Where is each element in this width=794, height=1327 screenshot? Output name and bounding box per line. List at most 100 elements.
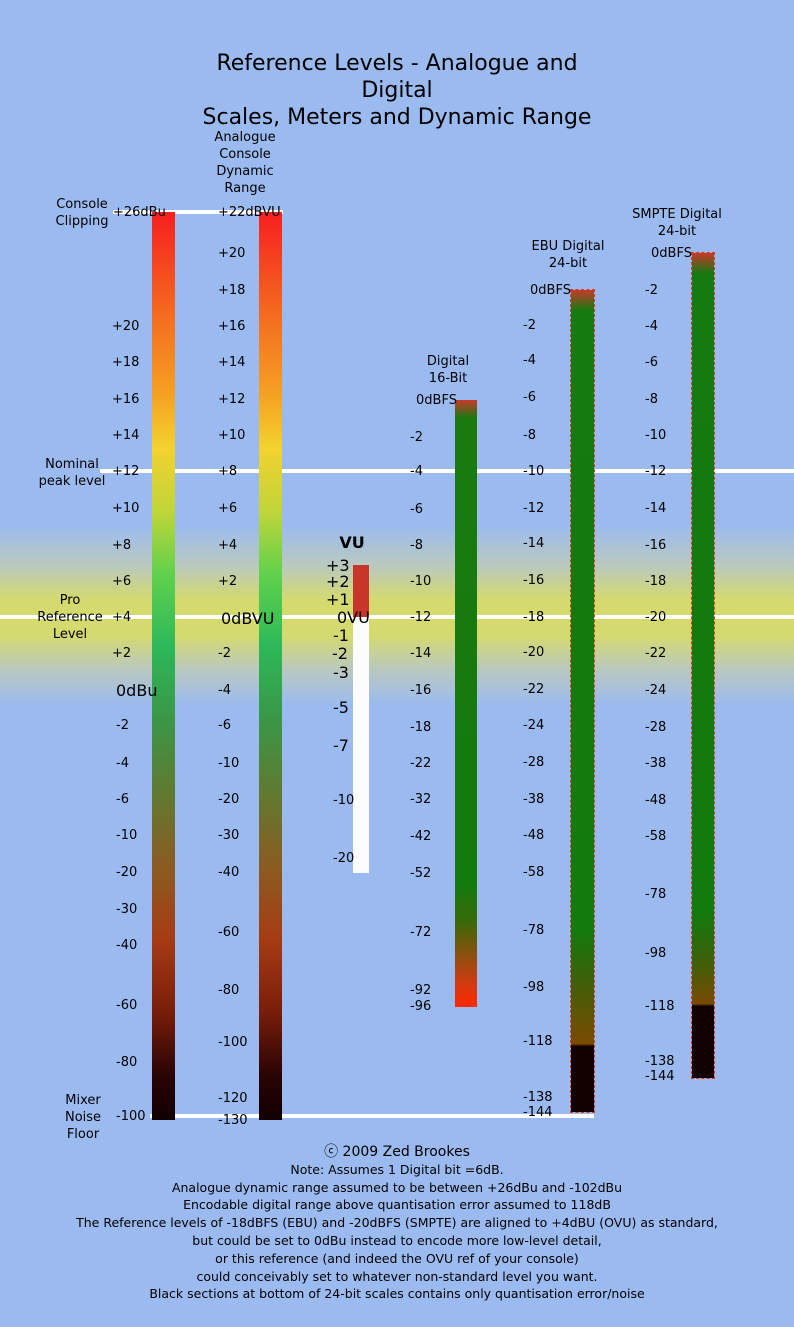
dbu-tick-label: +10 — [112, 501, 140, 516]
smpte-tick-label: -98 — [645, 946, 667, 961]
side-label-pro-reference: Reference — [37, 610, 103, 625]
digital16-tick-label: -22 — [410, 756, 432, 771]
dbvu-tick-label: -2 — [218, 646, 231, 661]
digital16-tick-label: -4 — [410, 464, 423, 479]
smpte-tick-label: -4 — [645, 319, 658, 334]
dbvu-tick-label: +2 — [218, 574, 238, 589]
side-label-pro-reference: Level — [52, 627, 88, 642]
smpte-tick-label: -22 — [645, 646, 667, 661]
dbu-tick-label: +14 — [112, 428, 140, 443]
smpte-tick-label: -8 — [645, 392, 658, 407]
ebu-tick-label: -28 — [523, 755, 545, 770]
vu-tick-label: -20 — [333, 851, 355, 866]
footer-note: Encodable digital range above quantisati… — [183, 1197, 611, 1213]
digital16-bar — [455, 400, 477, 1007]
noise-floor-line — [150, 1114, 594, 1118]
dbu-tick-label: -100 — [116, 1109, 146, 1124]
dbu-tick-label: +18 — [112, 355, 140, 370]
ebu-tick-label: -48 — [523, 828, 545, 843]
ebu-tick-label: -118 — [523, 1034, 553, 1049]
dbvu-tick-label: -60 — [218, 925, 240, 940]
digital16-tick-label: -18 — [410, 720, 432, 735]
dbvu-tick-label: +22dBVU — [218, 205, 281, 220]
digital16-tick-label: -96 — [410, 999, 432, 1014]
dbu-tick-label: +4 — [112, 610, 132, 625]
ebu-tick-label: -12 — [523, 501, 545, 516]
smpte-title: 24-bit — [657, 224, 697, 239]
dbu-tick-label: -40 — [116, 938, 138, 953]
smpte-tick-label: -78 — [645, 887, 667, 902]
smpte-tick-label: -28 — [645, 720, 667, 735]
dbvu-title: Analogue — [214, 130, 276, 145]
digital16-tick-label: -12 — [410, 610, 432, 625]
smpte-tick-label: -20 — [645, 610, 667, 625]
smpte-tick-label: -14 — [645, 501, 667, 516]
footer-note: Note: Assumes 1 Digital bit =6dB. — [290, 1161, 504, 1177]
digital16-tick-label: -32 — [410, 792, 432, 807]
smpte-bar — [691, 252, 715, 1079]
digital16-tick-label: -14 — [410, 646, 432, 661]
dbu-tick-label: -2 — [116, 718, 129, 733]
dbu-tick-label: +6 — [112, 574, 132, 589]
vu-tick-label: -2 — [332, 644, 348, 663]
side-label-mixer-noise: Noise — [64, 1110, 102, 1125]
dbu-tick-label: -80 — [116, 1055, 138, 1070]
dbvu-tick-label: +10 — [218, 428, 246, 443]
dbvu-tick-label: +18 — [218, 283, 246, 298]
vu-tick-label: -5 — [333, 698, 349, 717]
ebu-tick-label: -4 — [523, 353, 536, 368]
ebu-tick-label: -8 — [523, 428, 536, 443]
smpte-tick-label: -138 — [645, 1054, 675, 1069]
dbu-scale-bar — [152, 212, 175, 1120]
ebu-tick-label: -2 — [523, 318, 536, 333]
side-label-mixer-noise: Floor — [66, 1127, 100, 1142]
dbvu-tick-label: -130 — [218, 1113, 248, 1128]
dbvu-scale-bar — [259, 212, 282, 1120]
clipping-line — [113, 210, 283, 214]
digital16-title: 16-Bit — [428, 371, 468, 386]
footer-note: The Reference levels of -18dBFS (EBU) an… — [76, 1215, 718, 1231]
ebu-tick-label: -24 — [523, 718, 545, 733]
dbvu-tick-label: +16 — [218, 319, 246, 334]
reference-level-line — [0, 615, 794, 619]
dbu-tick-label: -30 — [116, 902, 138, 917]
dbvu-tick-label: +4 — [218, 538, 238, 553]
dbvu-title: Console — [219, 147, 271, 162]
dbvu-tick-label: +20 — [218, 246, 246, 261]
ebu-tick-label: -38 — [523, 792, 545, 807]
side-label-mixer-noise: Mixer — [65, 1093, 101, 1108]
ebu-title: EBU Digital — [531, 239, 605, 254]
dbu-tick-label: 0dBu — [116, 681, 158, 700]
dbu-tick-label: +20 — [112, 319, 140, 334]
side-label-console-clipping: Console — [56, 197, 108, 212]
smpte-tick-label: -144 — [645, 1069, 675, 1084]
dbvu-tick-label: -10 — [218, 756, 240, 771]
dbu-tick-label: -10 — [116, 828, 138, 843]
vu-tick-label: +2 — [326, 572, 350, 591]
smpte-title: SMPTE Digital — [632, 207, 722, 222]
dbvu-tick-label: -100 — [218, 1035, 248, 1050]
dbu-tick-label: -6 — [116, 792, 129, 807]
footer-note: Analogue dynamic range assumed to be bet… — [171, 1179, 623, 1195]
smpte-tick-label: -38 — [645, 756, 667, 771]
footer-note: Black sections at bottom of 24-bit scale… — [149, 1286, 645, 1302]
digital16-tick-label: -52 — [410, 866, 432, 881]
smpte-tick-label: -58 — [645, 829, 667, 844]
vu-tick-label: +1 — [326, 590, 350, 609]
dbvu-tick-label: -20 — [218, 792, 240, 807]
ebu-tick-label: -144 — [523, 1105, 553, 1120]
dbvu-tick-label: -80 — [218, 983, 240, 998]
dbu-tick-label: +26dBu — [113, 205, 166, 220]
dbvu-tick-label: -4 — [218, 683, 231, 698]
ebu-tick-label: -22 — [523, 682, 545, 697]
dbu-tick-label: -60 — [116, 998, 138, 1013]
smpte-tick-label: 0dBFS — [651, 246, 692, 261]
dbu-tick-label: -4 — [116, 756, 129, 771]
digital16-tick-label: -8 — [410, 538, 423, 553]
vu-tick-label: +3 — [326, 556, 350, 575]
digital16-title: Digital — [426, 354, 470, 369]
smpte-tick-label: -18 — [645, 574, 667, 589]
digital16-tick-label: 0dBFS — [416, 393, 457, 408]
dbvu-title: Range — [224, 181, 266, 196]
